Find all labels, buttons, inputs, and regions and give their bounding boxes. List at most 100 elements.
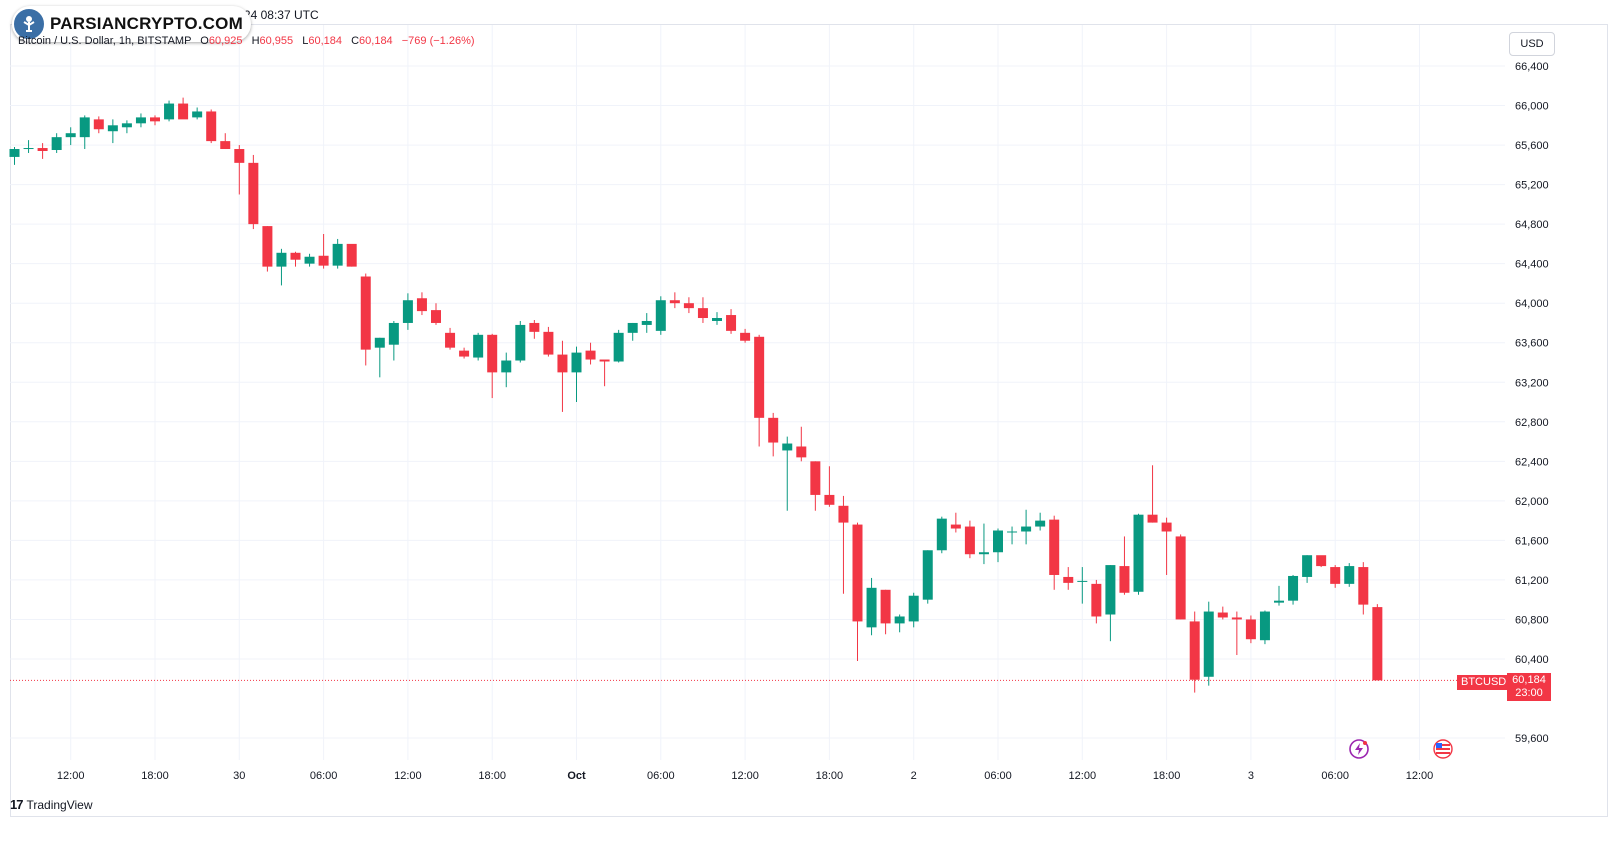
candle-body — [164, 103, 175, 120]
tradingview-footer[interactable]: 17 TradingView — [10, 797, 93, 812]
candle — [782, 436, 793, 511]
candle — [1203, 601, 1214, 686]
candle-body — [557, 354, 568, 373]
time-tick-label: 06:00 — [984, 770, 1012, 782]
candle-body — [1302, 555, 1313, 577]
candle-body — [360, 276, 371, 350]
candle — [838, 495, 849, 594]
candle-body — [978, 552, 989, 555]
candle — [1372, 604, 1383, 681]
price-tick-label: 65,200 — [1515, 180, 1549, 192]
candle — [515, 320, 526, 363]
candle-body — [782, 443, 793, 451]
candle-body — [1245, 619, 1256, 640]
candle-body — [445, 332, 456, 348]
price-tick-label: 61,200 — [1515, 575, 1549, 587]
candle — [346, 243, 357, 267]
symbol-title[interactable]: Bitcoin / U.S. Dollar, 1h, BITSTAMP — [18, 35, 192, 47]
candle-body — [93, 119, 104, 130]
candle-body — [627, 322, 638, 333]
candle — [262, 226, 273, 272]
candle-body — [178, 103, 189, 120]
candle-body — [1021, 526, 1032, 532]
candle-body — [1217, 612, 1228, 618]
price-tick-label: 64,000 — [1515, 298, 1549, 310]
candle-body — [852, 524, 863, 622]
candle — [712, 312, 722, 325]
candle-body — [1358, 567, 1369, 605]
candle — [852, 522, 863, 661]
candle-body — [9, 149, 20, 157]
currency-button[interactable]: USD — [1509, 32, 1555, 56]
tradingview-logo-icon: 17 — [10, 797, 24, 812]
time-tick-label: Oct — [567, 770, 586, 782]
candle — [1063, 567, 1074, 590]
candle — [1358, 562, 1369, 615]
candle-body — [1105, 565, 1116, 615]
candle-body — [1288, 575, 1299, 601]
candle — [1217, 606, 1228, 620]
candle-body — [51, 137, 62, 151]
price-tick-label: 60,400 — [1515, 654, 1549, 666]
candle-body — [37, 148, 48, 151]
candle — [65, 127, 76, 146]
candle-body — [838, 505, 849, 523]
candle-body — [669, 300, 680, 304]
price-axis[interactable]: 59,600 60,400 60,800 61,200 61,600 62,000 62,4… — [1515, 61, 1549, 745]
candle-body — [697, 308, 708, 319]
candle-body — [501, 360, 512, 373]
candle-body — [1316, 555, 1327, 567]
candle — [1077, 567, 1088, 604]
close-label: C — [351, 35, 360, 47]
candle-body — [866, 587, 877, 628]
time-axis[interactable]: 12:00 18:00 30 06:00 12:00 18:00 Oct 06:00 12:00… — [57, 770, 1433, 782]
time-tick-label: 12:00 — [731, 770, 759, 782]
candle — [964, 520, 975, 559]
price-tick-label: 59,600 — [1515, 733, 1549, 745]
candle-body — [754, 336, 765, 418]
high-label: H — [251, 35, 260, 47]
candle-body — [1231, 617, 1242, 620]
candle-body — [23, 148, 34, 150]
close-value: 60,184 — [359, 35, 393, 47]
price-tick-label: 63,600 — [1515, 338, 1549, 350]
candle — [93, 116, 104, 134]
time-tick-label: 06:00 — [647, 770, 675, 782]
candle — [374, 337, 385, 378]
candle — [1119, 536, 1130, 595]
candle — [627, 322, 638, 341]
candle-body — [374, 337, 385, 348]
candle — [332, 238, 343, 269]
candle-body — [473, 334, 484, 358]
candle-body — [894, 616, 905, 624]
time-tick-label: 06:00 — [1321, 770, 1349, 782]
candle — [754, 334, 765, 447]
candle-body — [276, 252, 287, 267]
candle — [585, 342, 596, 365]
candle-body — [740, 332, 751, 341]
candle — [79, 115, 90, 150]
candle — [669, 292, 680, 309]
candle-body — [796, 446, 807, 458]
price-tick-label: 60,800 — [1515, 614, 1549, 626]
us-flag-icon[interactable] — [1433, 739, 1453, 759]
candle-body — [1147, 514, 1158, 523]
candle — [459, 347, 470, 359]
candle — [908, 592, 919, 628]
candle — [936, 516, 947, 554]
candle — [9, 147, 20, 165]
candle — [304, 253, 315, 267]
candle — [880, 589, 891, 635]
lightning-icon[interactable] — [1349, 739, 1369, 759]
time-tick-label: 18:00 — [1153, 770, 1181, 782]
candle — [402, 293, 413, 330]
time-tick-label: 12:00 — [1069, 770, 1097, 782]
candle — [922, 550, 933, 604]
last-price-value: 60,184 — [1512, 674, 1546, 686]
candle-body — [1007, 531, 1018, 533]
candle — [1189, 611, 1200, 693]
candle-body — [65, 133, 76, 138]
candle-body — [1203, 611, 1214, 677]
candle-body — [726, 315, 737, 331]
